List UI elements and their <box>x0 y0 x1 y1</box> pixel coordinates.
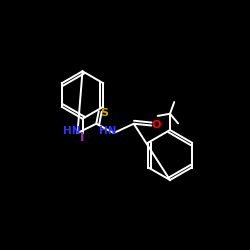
Text: HN: HN <box>99 126 116 136</box>
Text: O: O <box>152 120 161 130</box>
Text: S: S <box>100 108 108 118</box>
Text: HN: HN <box>62 126 80 136</box>
Text: I: I <box>80 131 85 144</box>
